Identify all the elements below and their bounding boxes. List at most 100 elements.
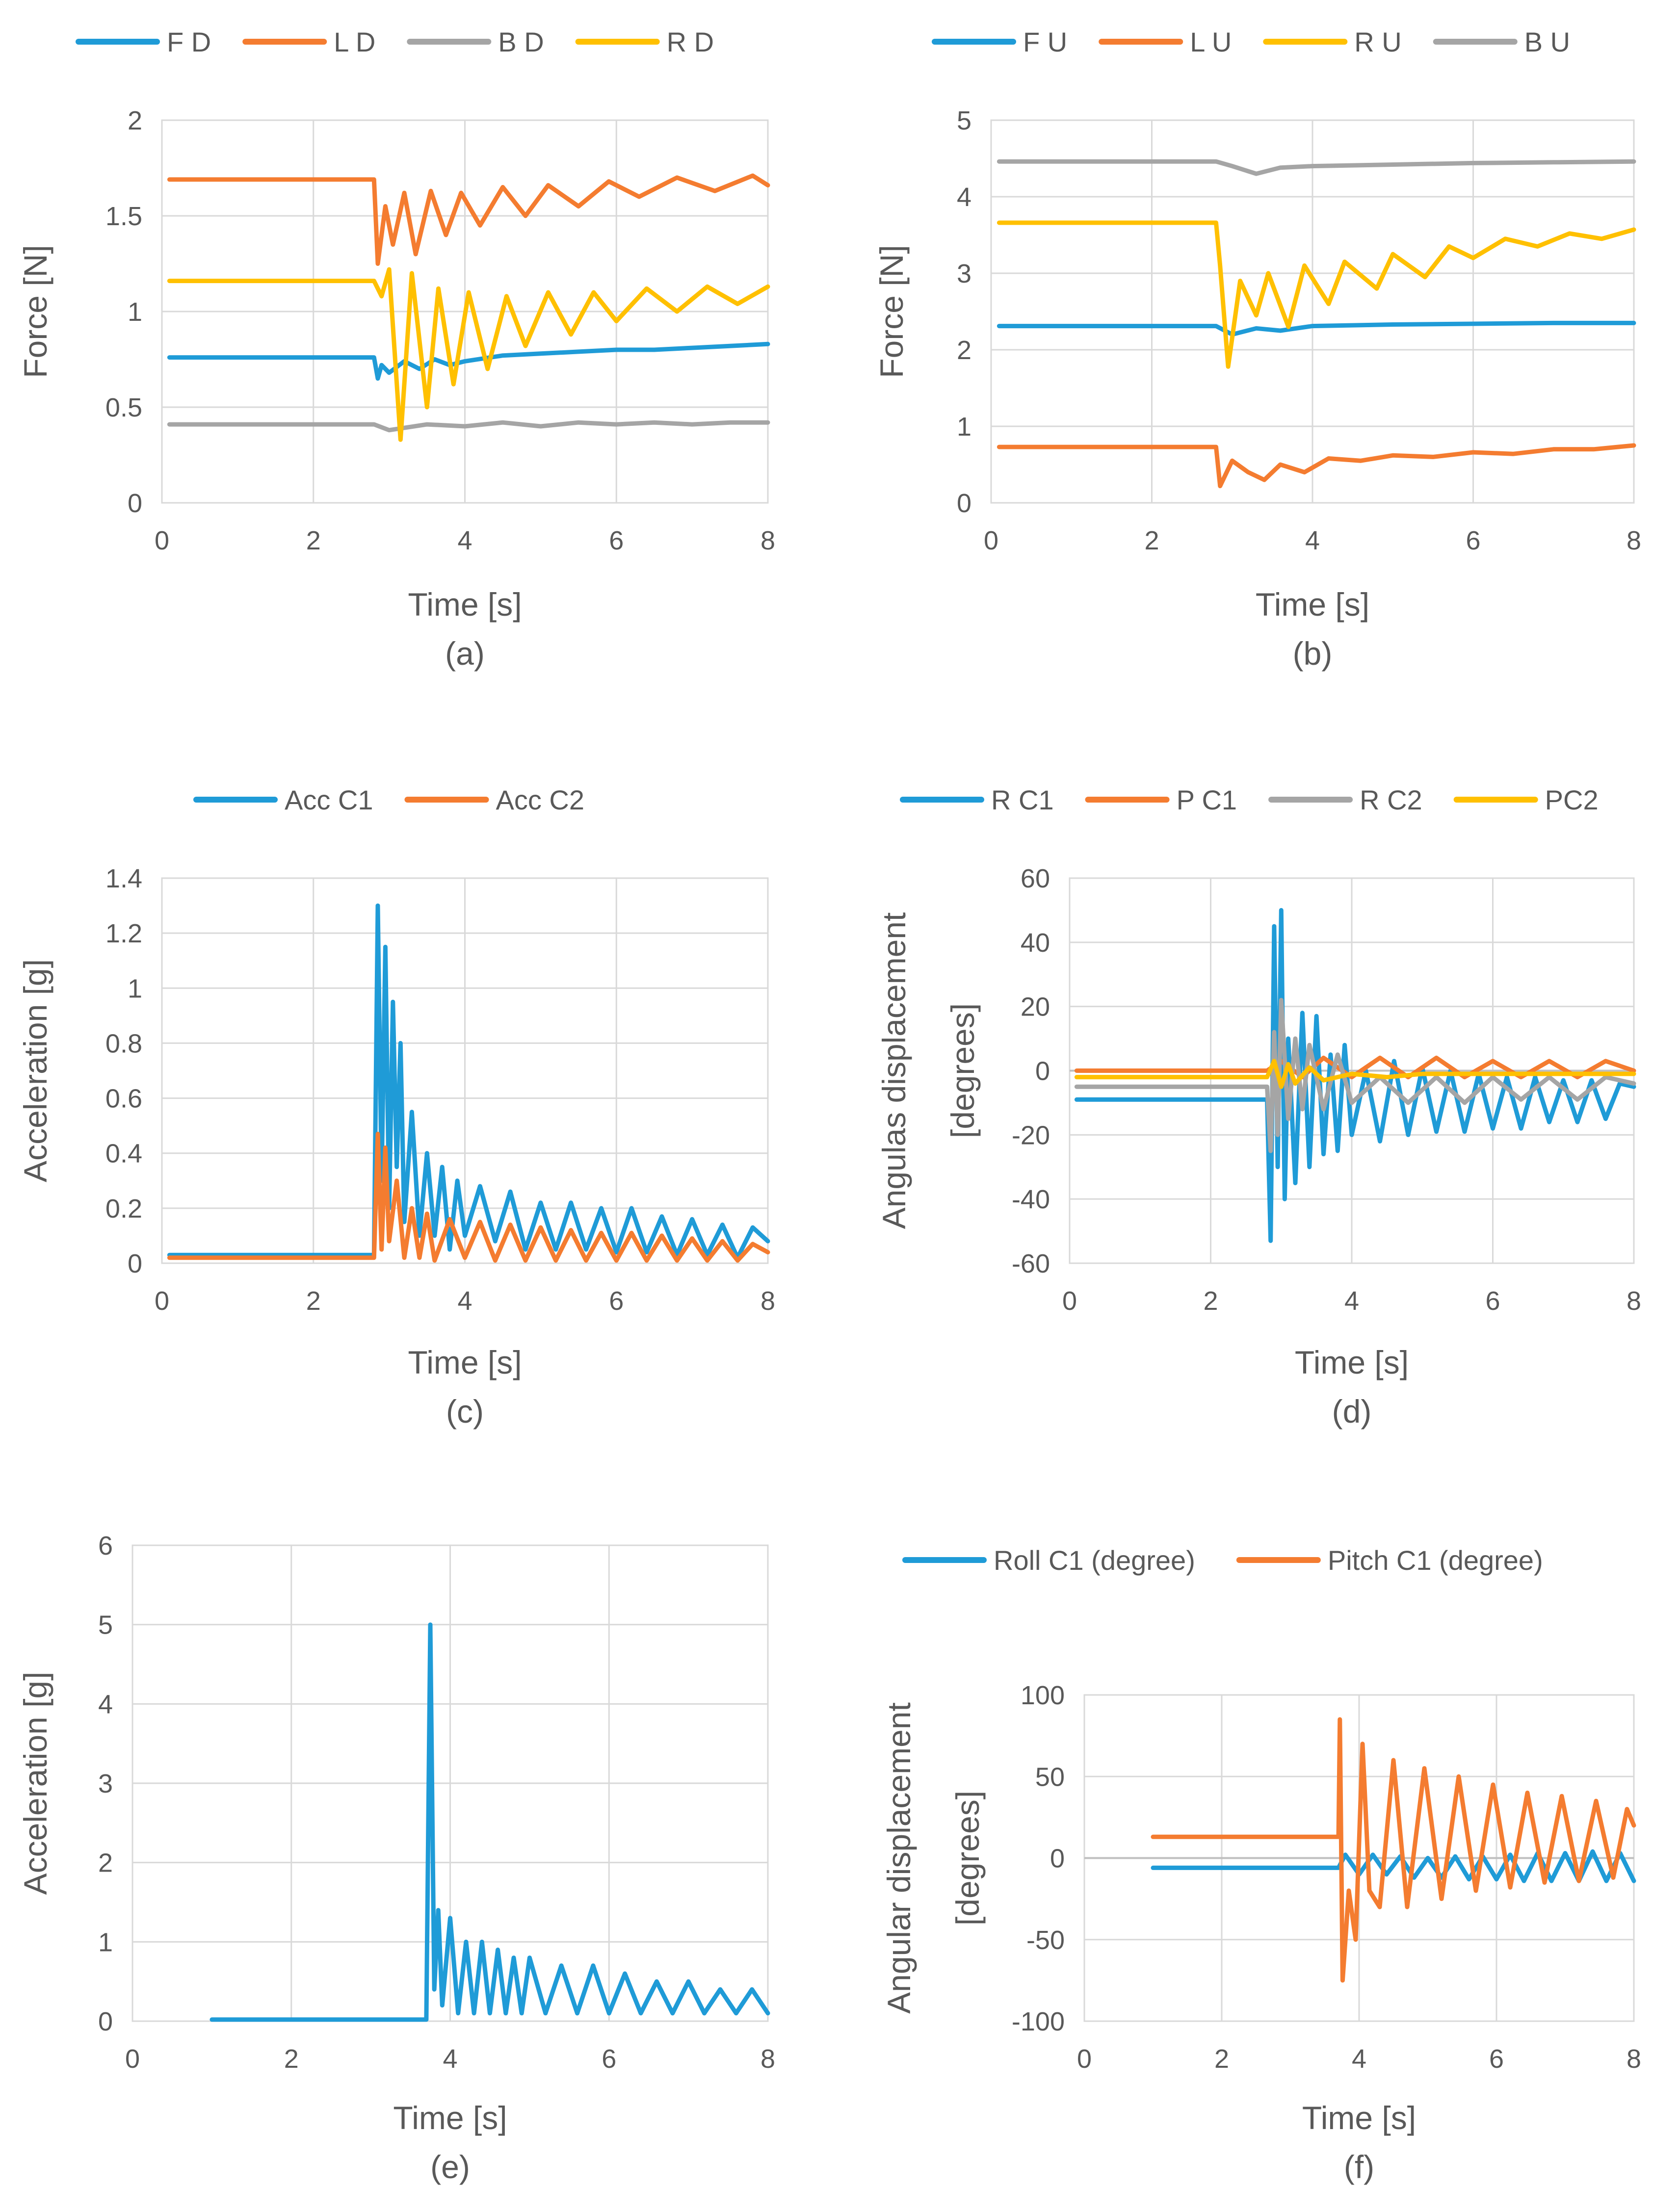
legend-label: PC2 — [1545, 784, 1599, 815]
chart-caption: (d) — [1332, 1393, 1372, 1430]
y-tick-label: -60 — [1012, 1249, 1050, 1278]
y-tick-label: 3 — [957, 259, 971, 288]
legend-label: P C1 — [1177, 784, 1237, 815]
y-tick-label: 1 — [957, 412, 971, 442]
series-line-b-u — [997, 159, 1636, 176]
legend-label: Roll C1 (degree) — [994, 1545, 1195, 1576]
x-tick-label: 8 — [761, 2044, 775, 2074]
y-tick-label: -40 — [1012, 1185, 1050, 1214]
series-line-l-d — [167, 173, 770, 266]
x-tick-label: 2 — [306, 1286, 321, 1316]
legend-label: B U — [1524, 26, 1570, 57]
y-tick-label: 20 — [1021, 992, 1050, 1022]
y-axis-label: Force [N] — [17, 245, 53, 378]
legend-label: Acc C2 — [496, 784, 585, 815]
x-axis-label: Time [s] — [393, 2100, 507, 2136]
y-tick-label: 4 — [957, 182, 971, 212]
series-line-acc-c1 — [167, 903, 770, 1260]
y-tick-label: 0.5 — [105, 393, 142, 422]
x-tick-label: 2 — [1203, 1286, 1218, 1316]
y-tick-label: 60 — [1021, 864, 1050, 893]
chart-f: 0 2 4 6 8 -100 -50 0 50 100 Roll C1 (degree) Pitch … — [881, 1545, 1641, 2185]
series-line-pitch-c1-degree- — [1151, 1717, 1636, 1983]
legend-label: R U — [1354, 26, 1401, 57]
y-tick-label: -100 — [1012, 2007, 1065, 2036]
chart-d: 0 2 4 6 8 -60 -40 -20 0 20 40 60 R C1 P C1 R C2 PC2 Time… — [876, 784, 1641, 1430]
y-tick-label: 100 — [1021, 1681, 1065, 1710]
x-tick-label: 0 — [984, 526, 998, 555]
y-tick-label: 2 — [98, 1848, 113, 1878]
x-tick-label: 4 — [1305, 526, 1320, 555]
x-tick-label: 6 — [1489, 2044, 1504, 2074]
chart-caption: (c) — [446, 1393, 484, 1430]
y-tick-label: 2 — [957, 336, 971, 365]
y-tick-label: 1 — [98, 1927, 113, 1957]
y-tick-label: 1.5 — [105, 202, 142, 231]
y-tick-label: 0 — [128, 1249, 142, 1278]
x-tick-label: 2 — [1144, 526, 1159, 555]
x-tick-label: 6 — [609, 1286, 624, 1316]
x-tick-label: 4 — [443, 2044, 457, 2074]
y-tick-label: 0 — [128, 489, 142, 518]
x-tick-label: 4 — [457, 526, 472, 555]
legend-label: R C2 — [1360, 784, 1422, 815]
x-tick-label: 2 — [306, 526, 321, 555]
x-tick-label: 6 — [1466, 526, 1480, 555]
chart-b: 0 2 4 6 8 0 1 2 3 4 5 F U L U R U B U Time [s] Force [N]… — [873, 26, 1641, 672]
y-tick-label: 5 — [98, 1611, 113, 1640]
y-tick-label: 50 — [1035, 1762, 1065, 1792]
x-axis-label: Time [s] — [1256, 586, 1369, 623]
x-tick-label: 2 — [1214, 2044, 1229, 2074]
legend-label: Pitch C1 (degree) — [1328, 1545, 1543, 1576]
y-tick-label: 1 — [128, 974, 142, 1003]
legend-label: L U — [1190, 26, 1232, 57]
y-tick-label: 0 — [957, 489, 971, 518]
x-tick-label: 2 — [284, 2044, 299, 2074]
legend-label: F D — [167, 26, 211, 57]
y-tick-label: 0.4 — [105, 1139, 142, 1169]
y-tick-label: 3 — [98, 1769, 113, 1798]
chart-caption: (b) — [1293, 635, 1333, 672]
x-tick-label: 8 — [1627, 1286, 1641, 1316]
x-tick-label: 4 — [457, 1286, 472, 1316]
x-tick-label: 4 — [1344, 1286, 1359, 1316]
y-tick-label: 1.4 — [105, 864, 142, 893]
x-axis-label: Time [s] — [408, 586, 522, 623]
legend-label: R D — [667, 26, 714, 57]
series-line-l-u — [997, 443, 1636, 489]
series-line-r-d — [167, 267, 770, 442]
legend-label: Acc C1 — [285, 784, 373, 815]
y-tick-label: 4 — [98, 1690, 113, 1719]
series-line-r-u — [997, 220, 1636, 369]
y-tick-label: 5 — [957, 106, 971, 135]
y-tick-label: 0 — [98, 2007, 113, 2036]
y-axis-label: [degrees] — [949, 1791, 986, 1926]
x-tick-label: 0 — [1062, 1286, 1077, 1316]
chart-a: 0 2 4 6 8 0 0.5 1 1.5 2 F D L D B D R D Time [s] Force … — [17, 26, 775, 672]
x-tick-label: 4 — [1352, 2044, 1366, 2074]
x-tick-label: 6 — [1485, 1286, 1500, 1316]
series-line-b-d — [167, 420, 770, 433]
chart-c: 0 2 4 6 8 0 0.2 0.4 0.6 0.8 1 1.2 1.4 Acc C1 Acc C2 Tim… — [17, 784, 775, 1430]
x-tick-label: 0 — [1077, 2044, 1092, 2074]
legend-label: B D — [498, 26, 544, 57]
y-tick-label: 2 — [128, 106, 142, 135]
y-tick-label: 6 — [98, 1531, 113, 1561]
chart-caption: (e) — [430, 2149, 470, 2185]
series-line-pc2 — [1074, 1059, 1636, 1089]
x-tick-label: 6 — [609, 526, 624, 555]
y-axis-label: Angular displacement — [881, 1702, 917, 2014]
x-tick-label: 6 — [602, 2044, 616, 2074]
x-tick-label: 8 — [761, 1286, 775, 1316]
y-tick-label: 0.2 — [105, 1194, 142, 1223]
series-line-acc-c2 — [167, 1132, 770, 1263]
x-tick-label: 8 — [761, 526, 775, 555]
legend-label: L D — [334, 26, 375, 57]
y-tick-label: 0 — [1035, 1057, 1050, 1086]
chart-e: 0 2 4 6 8 0 1 2 3 4 5 6 Time [s] Acceleration [g] (e) — [17, 1531, 775, 2185]
x-tick-label: 8 — [1627, 526, 1641, 555]
chart-caption: (a) — [445, 635, 485, 672]
chart-caption: (f) — [1344, 2149, 1374, 2185]
